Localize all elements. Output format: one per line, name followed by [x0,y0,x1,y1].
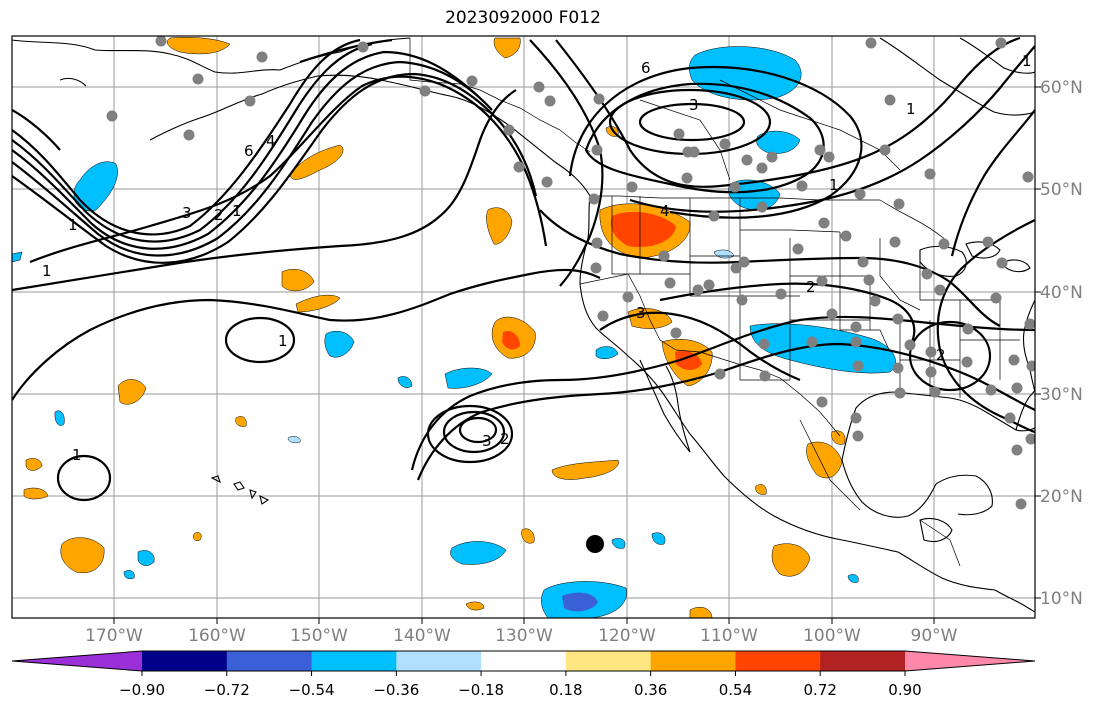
svg-text:1: 1 [906,100,916,118]
svg-text:1: 1 [278,332,288,350]
colorbar-tick-label: −0.36 [373,681,419,699]
colorbar-tick-label: 0.90 [888,681,921,699]
lat-label-50n: 50°N [1040,180,1083,200]
svg-text:3: 3 [182,204,192,222]
lat-label-30n: 30°N [1040,385,1083,405]
svg-text:1: 1 [42,262,52,280]
svg-text:1: 1 [68,216,78,234]
colorbar-tick-label: 0.72 [804,681,837,699]
svg-text:6: 6 [244,142,254,160]
svg-text:1: 1 [829,176,839,194]
colorbar-segment [735,651,821,671]
svg-text:2: 2 [936,346,946,364]
colorbar-segment [650,651,736,671]
lon-label-150w: 150°W [290,626,348,646]
axis-ticks [113,86,1041,624]
svg-text:2: 2 [214,206,224,224]
colorbar-tick-label: −0.54 [289,681,335,699]
colorbar-tick-label: 0.36 [634,681,667,699]
lon-label-100w: 100°W [803,626,861,646]
station-markers [106,36,1035,510]
colorbar-ticks [141,671,906,676]
storm-center-marker [586,535,604,553]
svg-text:4: 4 [266,132,276,150]
lat-label-40n: 40°N [1040,283,1083,303]
lon-label-130w: 130°W [495,626,553,646]
svg-text:3: 3 [689,96,699,114]
svg-text:2: 2 [806,278,816,296]
lon-label-120w: 120°W [598,626,656,646]
lat-label-20n: 20°N [1040,487,1083,507]
svg-text:1: 1 [232,202,242,220]
colorbar-segment [396,651,482,671]
colorbar-segment [481,651,567,671]
longitude-axis-labels: 170°W 160°W 150°W 140°W 130°W 120°W 110°… [85,626,958,646]
colorbar-extend-low [12,651,142,671]
contour-labels: 6 3 1 6 4 3 2 1 1 1 1 2 3 4 3 2 1 2 1 1 [42,52,1032,464]
svg-text:1: 1 [72,446,82,464]
lon-label-110w: 110°W [700,626,758,646]
colorbar-tick-labels: −0.90 −0.72 −0.54 −0.36 −0.18 0.18 0.36 0.54 0.7… [119,681,922,699]
colorbar-segment [226,651,313,671]
colorbar: −0.90 −0.72 −0.54 −0.36 −0.18 0.18 0.36 0.54 0.7… [11,650,1036,699]
lon-label-90w: 90°W [911,626,958,646]
colorbar-tick-label: −0.72 [204,681,250,699]
lon-label-160w: 160°W [188,626,246,646]
lat-label-60n: 60°N [1040,78,1083,98]
colorbar-extend-high [905,651,1035,671]
colorbar-tick-label: −0.18 [458,681,504,699]
lat-label-10n: 10°N [1040,589,1083,609]
colorbar-segment [820,651,906,671]
lon-label-170w: 170°W [85,626,143,646]
colorbar-tick-label: −0.90 [119,681,165,699]
svg-text:1: 1 [1022,52,1032,70]
svg-text:3: 3 [636,304,646,322]
colorbar-tick-label: 0.54 [719,681,752,699]
colorbar-segments [11,650,1036,672]
lon-label-140w: 140°W [393,626,451,646]
colorbar-segment [565,651,652,671]
latitude-axis-labels: 60°N 50°N 40°N 30°N 20°N 10°N [1040,78,1083,609]
svg-text:2: 2 [500,430,510,448]
svg-text:3: 3 [482,432,492,450]
colorbar-tick-label: 0.18 [549,681,582,699]
svg-text:4: 4 [660,202,670,220]
colorbar-segment [311,651,397,671]
svg-text:6: 6 [641,59,651,77]
colorbar-segment [142,651,228,671]
map-title: 2023092000 F012 [445,8,601,28]
